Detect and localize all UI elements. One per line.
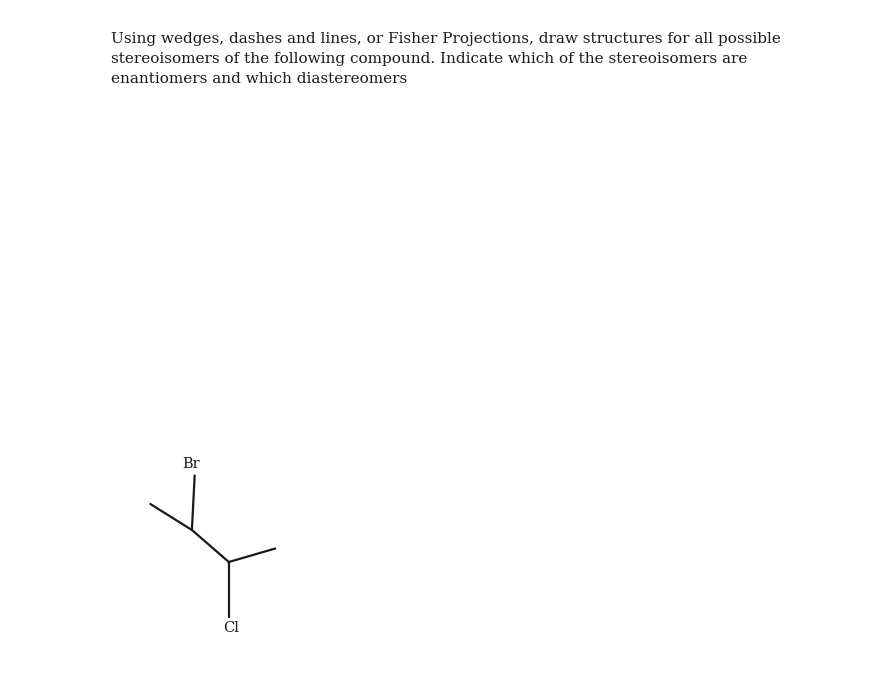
Text: Cl: Cl xyxy=(223,621,239,635)
Text: Br: Br xyxy=(181,458,199,471)
Text: Using wedges, dashes and lines, or Fisher Projections, draw structures for all p: Using wedges, dashes and lines, or Fishe… xyxy=(111,32,780,86)
